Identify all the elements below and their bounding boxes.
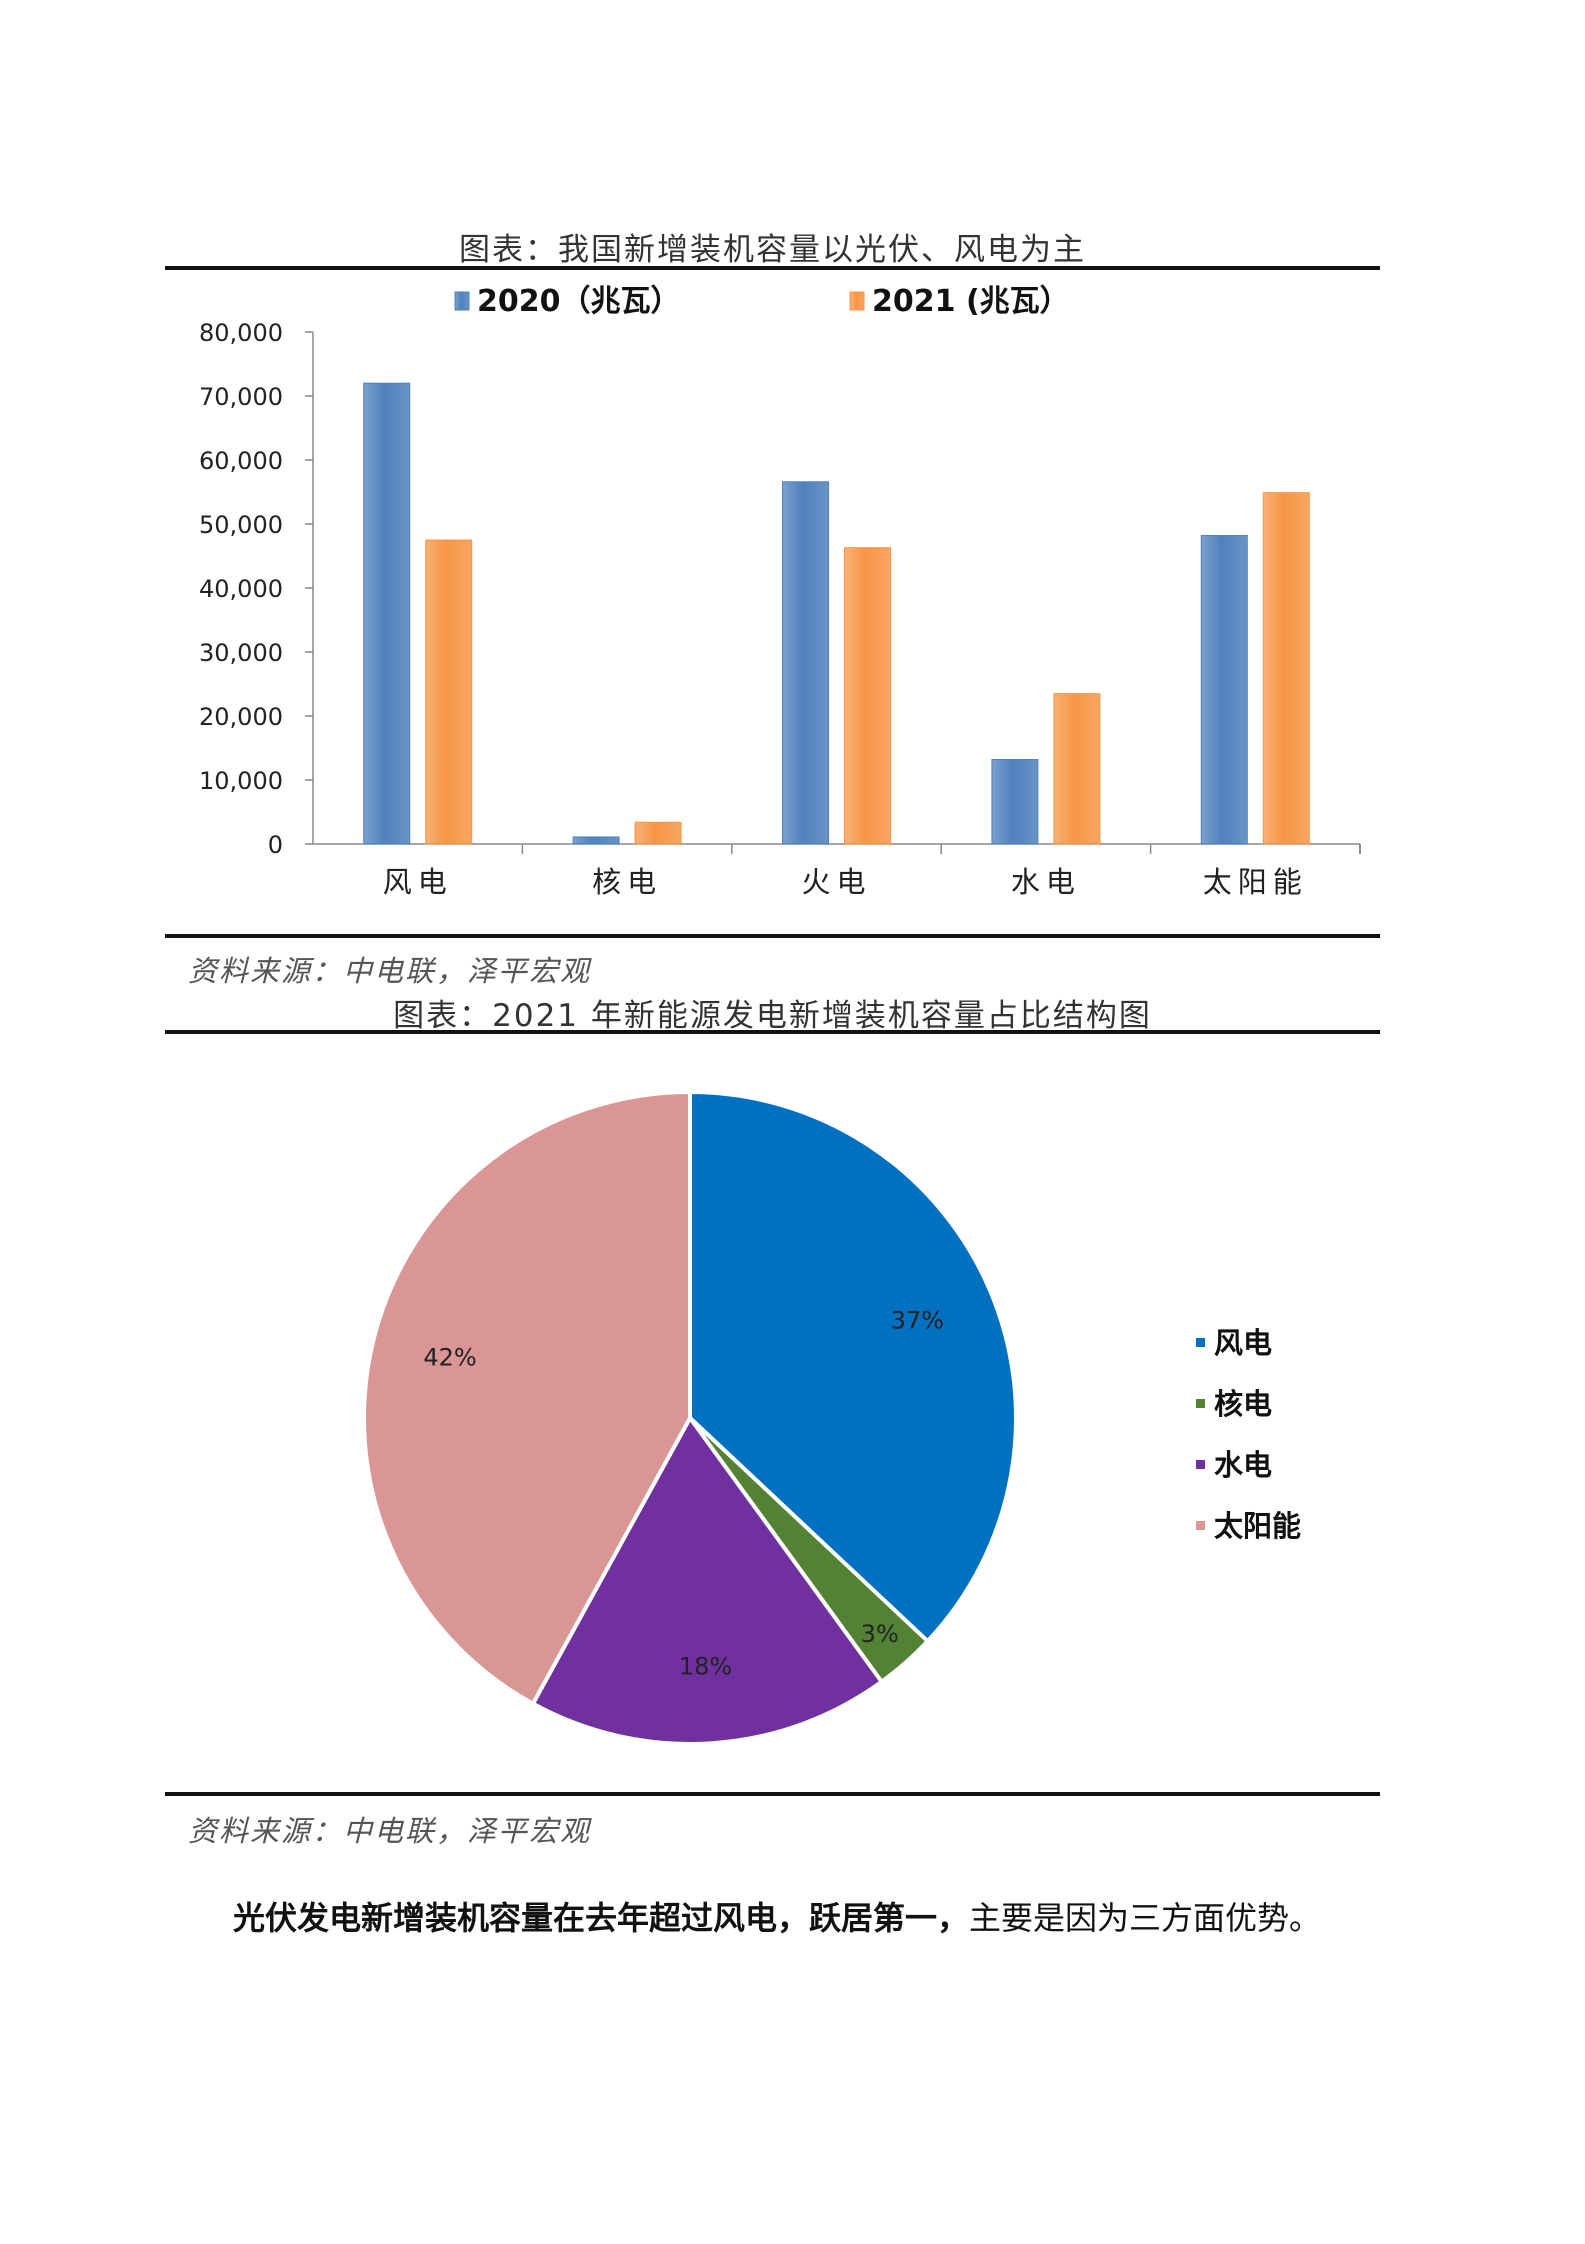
figure1-top-rule <box>165 266 1380 270</box>
figure2-source: 资料来源：中电联，泽平宏观 <box>188 1814 592 1848</box>
pie-value-label-2: 18% <box>679 1652 732 1680</box>
bar-0-2 <box>782 481 829 845</box>
figure2-top-rule <box>165 1030 1380 1034</box>
bar-1-1 <box>634 821 682 845</box>
figure1-caption: 图表：我国新增装机容量以光伏、风电为主 <box>459 232 1086 268</box>
figure1-bottom-rule <box>165 934 1380 938</box>
bar-chart: 0 10,000 20,000 30,000 40,000 50,000 60,000 70,… <box>199 284 1361 899</box>
legend-label-1: 2021 (兆瓦） <box>872 284 1070 319</box>
pie-slice-3 <box>362 1089 692 1707</box>
body-paragraph: 光伏发电新增装机容量在去年超过风电，跃居第一，主要是因为三方面优势。 <box>165 1892 1425 1944</box>
paragraph-bold: 光伏发电新增装机容量在去年超过风电，跃居第一， <box>233 1899 970 1937</box>
pie-legend-swatch-2 <box>1196 1460 1205 1469</box>
y-tick-label: 60,000 <box>199 447 283 475</box>
bar-1-3 <box>1053 693 1101 845</box>
y-tick-label: 40,000 <box>199 575 283 603</box>
pie-legend-label-0: 风电 <box>1214 1326 1272 1360</box>
pie-legend-label-2: 水电 <box>1214 1448 1272 1482</box>
legend-swatch-1 <box>849 291 865 311</box>
pie-legend-label-1: 核电 <box>1214 1387 1272 1421</box>
figure2-caption: 图表：2021 年新能源发电新增装机容量占比结构图 <box>393 998 1152 1034</box>
bar-1-2 <box>844 547 891 845</box>
pie-slice-0 <box>688 1089 1018 1644</box>
legend-swatch-0 <box>454 291 470 311</box>
bar-0-4 <box>1200 535 1248 845</box>
y-tick-label: 50,000 <box>199 511 283 539</box>
legend-label-0: 2020（兆瓦） <box>477 284 681 319</box>
y-tick-label: 10,000 <box>199 767 283 795</box>
pie-legend-label-3: 太阳能 <box>1214 1509 1301 1543</box>
pie-legend-swatch-1 <box>1196 1399 1205 1408</box>
bar-1-0 <box>425 539 473 845</box>
pie-legend-swatch-3 <box>1196 1521 1205 1530</box>
y-tick-label: 80,000 <box>199 319 283 347</box>
pie-legend-swatch-0 <box>1196 1338 1205 1347</box>
x-tick-label: 水电 <box>1011 865 1081 899</box>
bar-0-1 <box>572 836 620 845</box>
x-tick-label: 火电 <box>801 865 871 899</box>
figure2-bottom-rule <box>165 1792 1380 1796</box>
paragraph-normal: 主要是因为三方面优势。 <box>969 1899 1322 1937</box>
y-tick-label: 30,000 <box>199 639 283 667</box>
pie-slice-2 <box>530 1414 885 1746</box>
bar-0-3 <box>991 759 1039 845</box>
y-tick-label: 70,000 <box>199 383 283 411</box>
pie-value-label-1: 3% <box>861 1620 899 1648</box>
pie-value-label-3: 42% <box>423 1343 476 1371</box>
x-tick-label: 核电 <box>592 865 662 899</box>
x-tick-label: 风电 <box>383 865 453 899</box>
bar-0-0 <box>363 382 411 845</box>
y-tick-label: 0 <box>268 831 283 859</box>
bar-1-4 <box>1262 492 1310 845</box>
pie-value-label-0: 37% <box>891 1307 944 1335</box>
x-tick-label: 太阳能 <box>1203 865 1308 899</box>
figure1-source: 资料来源：中电联，泽平宏观 <box>188 954 592 988</box>
y-tick-label: 20,000 <box>199 703 283 731</box>
